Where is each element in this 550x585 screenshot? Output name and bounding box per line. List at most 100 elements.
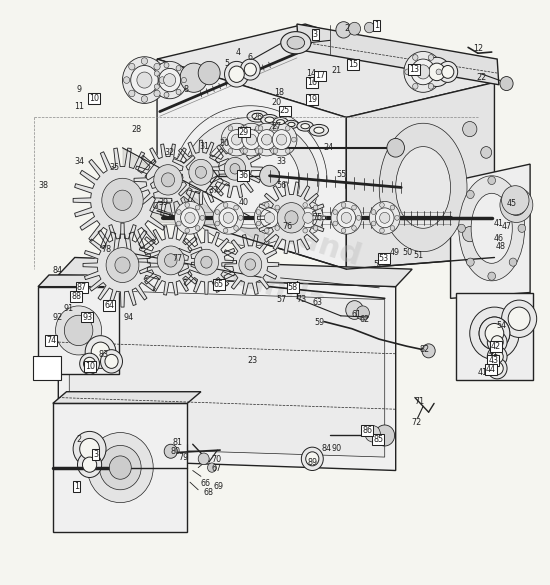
Text: 75: 75 [312, 214, 323, 222]
Circle shape [303, 212, 313, 223]
Circle shape [275, 226, 279, 230]
Circle shape [185, 228, 190, 233]
Circle shape [207, 463, 216, 472]
Circle shape [336, 22, 351, 38]
Polygon shape [73, 148, 172, 253]
Circle shape [221, 123, 252, 156]
Circle shape [395, 215, 399, 220]
Circle shape [215, 209, 219, 215]
Circle shape [331, 201, 362, 234]
Circle shape [500, 187, 533, 222]
Circle shape [272, 130, 291, 150]
Circle shape [271, 126, 275, 130]
Circle shape [390, 226, 395, 230]
Text: 24: 24 [324, 143, 334, 152]
Text: 15: 15 [348, 60, 358, 70]
Circle shape [223, 212, 234, 223]
Text: Gearmo: Gearmo [218, 316, 354, 386]
Circle shape [230, 164, 240, 174]
Circle shape [487, 358, 507, 379]
Text: 47: 47 [502, 222, 512, 231]
Text: Standard: Standard [206, 254, 365, 331]
Circle shape [85, 336, 116, 369]
Circle shape [379, 212, 390, 223]
Circle shape [265, 212, 274, 223]
Text: 3: 3 [93, 450, 98, 459]
Circle shape [102, 178, 143, 222]
Circle shape [371, 221, 376, 226]
Text: 57: 57 [277, 295, 287, 304]
Circle shape [436, 69, 442, 75]
Text: 85: 85 [373, 435, 383, 444]
Circle shape [155, 84, 159, 90]
Circle shape [277, 134, 287, 145]
Circle shape [412, 84, 418, 89]
Text: Rockland: Rockland [207, 196, 365, 272]
Polygon shape [176, 230, 236, 294]
Text: 13: 13 [409, 65, 419, 74]
Circle shape [198, 453, 209, 464]
Circle shape [78, 452, 102, 477]
Circle shape [246, 134, 256, 145]
Circle shape [491, 362, 503, 375]
Ellipse shape [288, 122, 295, 126]
Text: 41: 41 [477, 368, 487, 377]
Circle shape [154, 63, 160, 70]
Circle shape [113, 190, 132, 211]
Circle shape [370, 201, 400, 234]
Text: 83: 83 [99, 350, 109, 359]
Circle shape [416, 65, 430, 79]
Circle shape [463, 122, 477, 137]
Circle shape [285, 126, 290, 130]
Text: 45: 45 [507, 199, 517, 208]
Circle shape [182, 77, 186, 82]
Polygon shape [157, 59, 346, 269]
FancyBboxPatch shape [33, 356, 61, 380]
Circle shape [356, 306, 370, 320]
Circle shape [222, 137, 227, 142]
Polygon shape [450, 164, 530, 298]
Circle shape [273, 149, 278, 153]
Text: 16: 16 [307, 78, 317, 87]
Circle shape [244, 63, 256, 76]
Circle shape [260, 208, 279, 228]
Circle shape [198, 61, 220, 85]
Text: 18: 18 [274, 88, 284, 97]
Text: 63: 63 [313, 298, 323, 307]
Circle shape [341, 212, 351, 223]
Text: 49: 49 [389, 248, 400, 257]
Text: 77: 77 [172, 254, 183, 263]
Text: 22: 22 [476, 73, 486, 82]
Circle shape [387, 139, 404, 157]
Ellipse shape [261, 115, 278, 125]
Polygon shape [53, 392, 201, 404]
Circle shape [251, 123, 282, 156]
Circle shape [164, 63, 169, 68]
Text: 53: 53 [378, 254, 389, 263]
Circle shape [333, 221, 338, 226]
Text: 43: 43 [488, 356, 498, 365]
Circle shape [294, 221, 299, 226]
Circle shape [234, 226, 238, 230]
Text: 58: 58 [288, 283, 298, 292]
Text: 11: 11 [74, 102, 84, 111]
Text: 9: 9 [76, 85, 81, 95]
Circle shape [189, 159, 213, 185]
Polygon shape [69, 290, 384, 457]
Circle shape [271, 149, 275, 153]
Circle shape [488, 176, 496, 184]
Circle shape [224, 61, 249, 87]
Circle shape [180, 208, 199, 228]
Circle shape [105, 355, 118, 369]
Circle shape [255, 149, 260, 153]
Text: 84: 84 [321, 444, 331, 453]
Circle shape [234, 205, 238, 210]
Circle shape [255, 126, 260, 130]
Circle shape [463, 226, 477, 242]
Circle shape [349, 22, 361, 35]
Text: 78: 78 [101, 245, 111, 254]
Circle shape [375, 425, 394, 446]
Text: 35: 35 [109, 163, 119, 172]
Ellipse shape [201, 135, 300, 228]
Text: 50: 50 [403, 248, 413, 257]
